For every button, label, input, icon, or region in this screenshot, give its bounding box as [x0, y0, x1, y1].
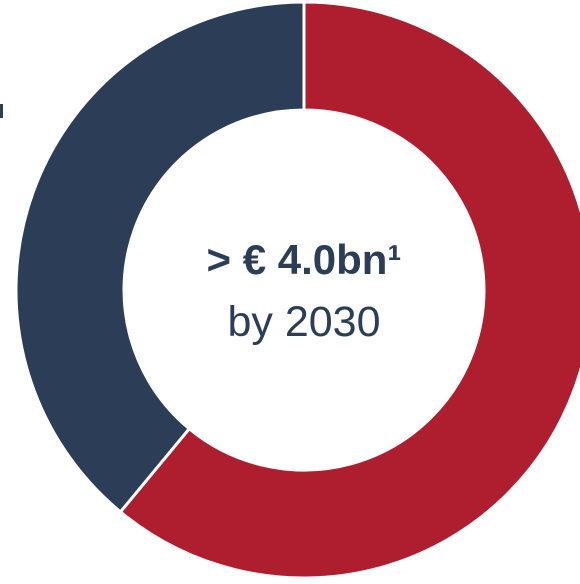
edge-tick-mark: [0, 104, 3, 118]
center-period-label: by 2030: [227, 298, 381, 346]
donut-slice-1: [118, 0, 580, 580]
donut-slice-2: [14, 0, 306, 515]
center-value-label: > € 4.0bn¹: [206, 236, 402, 283]
